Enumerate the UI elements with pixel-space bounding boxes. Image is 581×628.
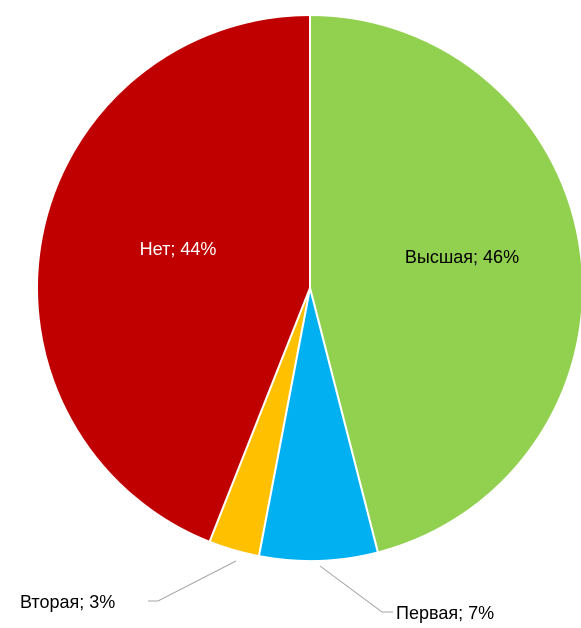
data-label-4: Нет; 44% <box>140 239 217 259</box>
pie-slice-2 <box>257 287 380 562</box>
leader-lines-layer <box>148 560 393 613</box>
data-label-2: Первая; 7% <box>396 603 494 623</box>
slices-layer <box>36 13 581 562</box>
data-label-1: Высшая; 46% <box>405 247 519 267</box>
data-label-3: Вторая; 3% <box>20 592 115 612</box>
leader-line-2 <box>319 565 393 613</box>
leader-line-3 <box>148 560 237 602</box>
pie-slice-4 <box>36 13 311 544</box>
data-labels-layer: Высшая; 46% Первая; 7% Вторая; 3% Нет; 44% <box>20 239 519 623</box>
